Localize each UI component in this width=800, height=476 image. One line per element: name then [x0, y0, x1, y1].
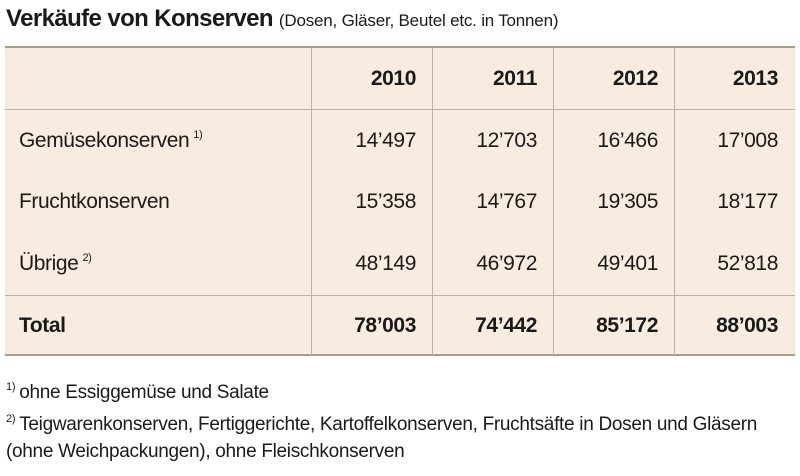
row-label: Fruchtkonserven [5, 190, 311, 214]
column-header: 2012 [553, 48, 674, 109]
table-cell: 46’972 [432, 233, 553, 295]
table-cell: 49’401 [553, 233, 674, 295]
total-cell: 85’172 [553, 296, 674, 355]
total-cell: 88’003 [674, 296, 794, 355]
sales-table: 2010 2011 2012 2013 Gemüsekonserven 1) 14… [5, 46, 795, 356]
table-cell: 18’177 [674, 171, 794, 233]
table-row: Gemüsekonserven 1) 14’497 12’703 16’466 1… [5, 109, 795, 172]
table-header-row: 2010 2011 2012 2013 [5, 48, 795, 109]
table-cell: 14’497 [311, 110, 432, 172]
page-title: Verkäufe von Konserven (Dosen, Gläser, Be… [6, 2, 558, 36]
row-label-text: Fruchtkonserven [19, 190, 170, 213]
row-label-text: Gemüsekonserven [19, 129, 190, 152]
column-header: 2011 [432, 48, 553, 109]
total-cell: 78’003 [311, 296, 432, 355]
title-subtitle: (Dosen, Gläser, Beutel etc. in Tonnen) [278, 11, 559, 30]
row-label: Gemüsekonserven 1) [5, 129, 311, 153]
footnote-mark: 2) [6, 413, 16, 425]
table-row: Fruchtkonserven 15’358 14’767 19’305 18’… [5, 171, 795, 233]
table-cell: 52’818 [674, 233, 794, 295]
table-cell: 12’703 [432, 110, 553, 172]
title-main: Verkäufe von Konserven [6, 5, 274, 32]
row-label: Übrige 2) [5, 252, 311, 276]
table-cell: 48’149 [311, 233, 432, 295]
table-row: Übrige 2) 48’149 46’972 49’401 52’818 [5, 233, 795, 295]
footnote-text: ohne Essiggemüse und Salate [19, 382, 269, 403]
column-header: 2010 [311, 48, 432, 109]
table-cell: 16’466 [553, 110, 674, 172]
row-label-text: Übrige [19, 252, 79, 275]
footnotes: 1) ohne Essiggemüse und Salate 2) Teigware… [6, 374, 796, 465]
footnote-ref: 2) [82, 252, 92, 264]
footnote-mark: 1) [6, 381, 16, 393]
table-total-row: Total 78’003 74’442 85’172 88’003 [5, 295, 795, 355]
table-cell: 19’305 [553, 171, 674, 233]
footnote-text: Teigwarenkonserven, Fertiggerichte, Kart… [6, 414, 758, 462]
column-header: 2013 [674, 48, 794, 109]
total-label: Total [19, 313, 66, 337]
table-cell: 17’008 [674, 110, 794, 172]
table-cell: 14’767 [432, 171, 553, 233]
footnote: 2) Teigwarenkonserven, Fertiggerichte, Ka… [6, 406, 796, 465]
footnote-ref: 1) [193, 129, 203, 141]
footnote: 1) ohne Essiggemüse und Salate [6, 374, 796, 406]
total-cell: 74’442 [432, 296, 553, 355]
table-cell: 15’358 [311, 171, 432, 233]
